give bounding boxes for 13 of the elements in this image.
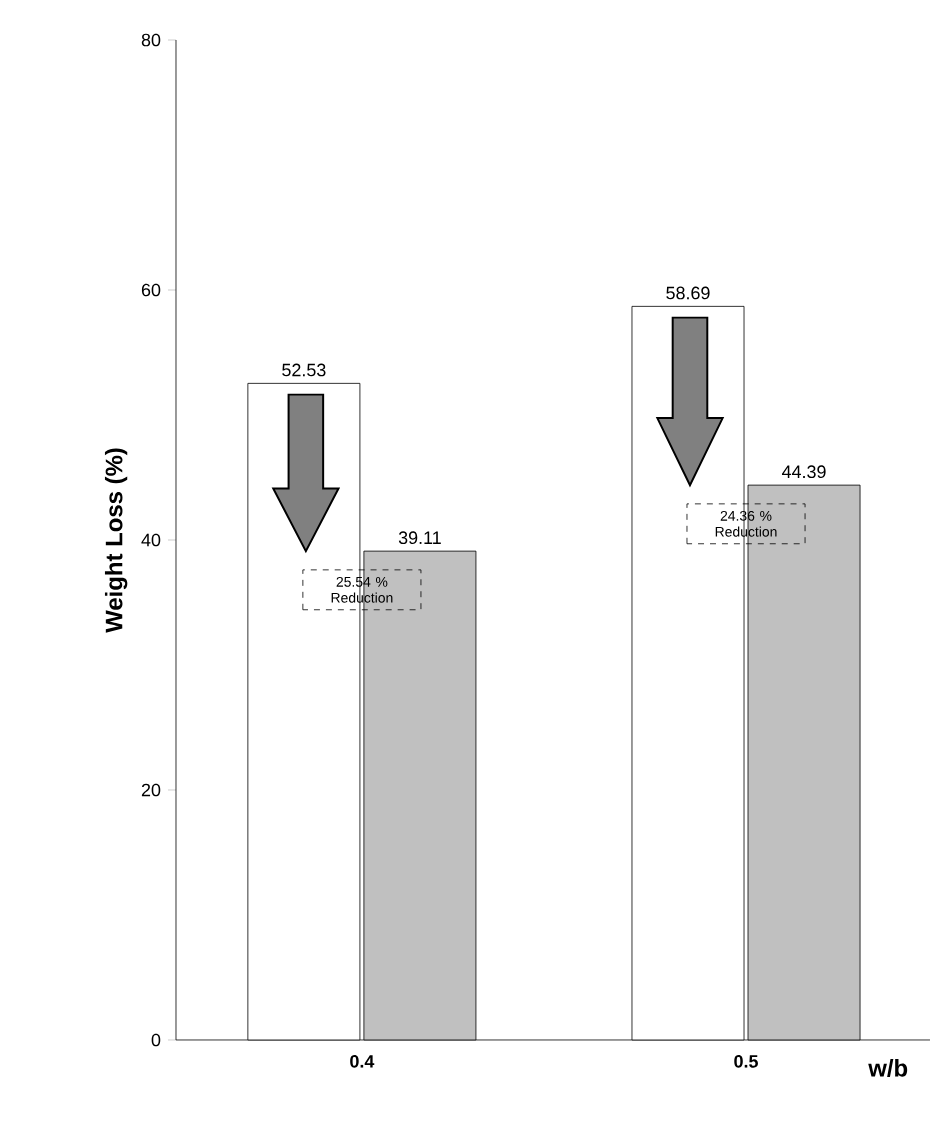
x-axis-title: w/b xyxy=(868,1059,908,1077)
y-tick-label: 20 xyxy=(141,783,161,797)
data-label: 39.11 xyxy=(398,531,441,545)
y-tick-label: 40 xyxy=(141,533,161,547)
data-label: 52.53 xyxy=(282,363,326,377)
y-axis-title: Weight Loss (%) xyxy=(104,448,128,633)
y-tick-label: 60 xyxy=(141,283,161,297)
x-tick-label: 0.4 xyxy=(350,1055,375,1068)
x-tick-label: 0.5 xyxy=(734,1055,758,1068)
data-label: 58.69 xyxy=(666,286,710,300)
y-tick-label: 80 xyxy=(141,33,161,47)
y-tick-label: 0 xyxy=(151,1033,161,1047)
data-label: 44.39 xyxy=(781,465,826,479)
